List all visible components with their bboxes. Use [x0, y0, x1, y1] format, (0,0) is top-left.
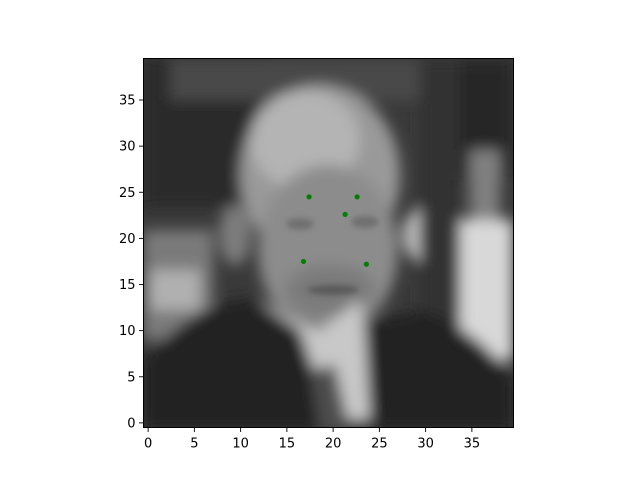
landmark-point [300, 258, 307, 265]
face-image [143, 58, 514, 428]
y-tick-label: 35 [119, 94, 136, 109]
y-tick-label: 10 [119, 324, 136, 339]
x-tick-label: 5 [190, 437, 198, 452]
y-tick-label: 25 [119, 186, 136, 201]
landmark-point [342, 211, 348, 218]
x-tick-label: 35 [464, 437, 481, 452]
x-axis: 0 5 10 15 20 25 30 35 [144, 427, 481, 452]
y-tick-label: 0 [127, 416, 135, 431]
x-tick-label: 20 [325, 437, 342, 452]
x-tick-label: 0 [144, 437, 152, 452]
landmark-point [363, 261, 370, 267]
y-tick-label: 5 [127, 370, 135, 385]
y-axis: 0 5 10 15 20 25 30 35 [119, 94, 144, 431]
landmark-points [300, 194, 370, 267]
y-tick-label: 20 [119, 232, 136, 247]
landmark-point [306, 194, 312, 200]
landmark-point [354, 194, 360, 200]
x-tick-label: 15 [279, 437, 296, 452]
x-tick-label: 10 [232, 437, 249, 452]
y-tick-label: 15 [119, 278, 136, 293]
y-tick-label: 30 [119, 140, 136, 155]
x-tick-label: 25 [371, 437, 388, 452]
axes-frame [143, 58, 514, 428]
x-tick-label: 30 [417, 437, 434, 452]
